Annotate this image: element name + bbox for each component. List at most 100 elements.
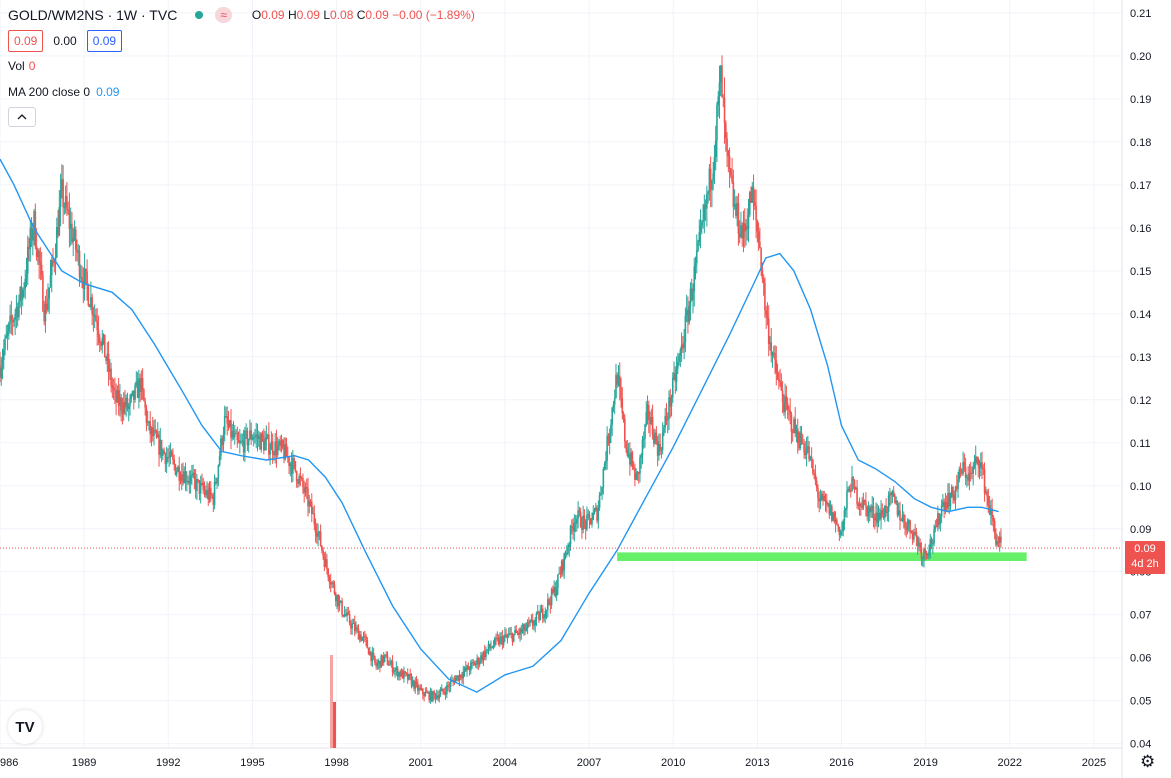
candle-body bbox=[767, 318, 770, 344]
candle-body bbox=[0, 365, 1, 378]
symbol-title[interactable]: GOLD/WM2NS · 1W · TVC bbox=[8, 7, 178, 23]
candle-body bbox=[160, 439, 163, 456]
candle-body bbox=[293, 458, 295, 462]
candle-body bbox=[728, 156, 731, 170]
candle-body bbox=[381, 655, 384, 663]
candle-body bbox=[801, 443, 804, 445]
candle-body bbox=[420, 688, 423, 690]
candle-body bbox=[539, 612, 542, 621]
price-axis[interactable]: 0.21 0.20 0.19 0.18 0.17 0.16 0.15 0.14 0.13 0.12… bbox=[1130, 8, 1151, 751]
candle-body bbox=[414, 681, 417, 689]
candle-body bbox=[549, 602, 552, 606]
candle-body bbox=[202, 483, 205, 490]
volume-legend[interactable]: Vol 0 bbox=[8, 57, 475, 75]
candle-body bbox=[87, 285, 90, 306]
candle-body bbox=[187, 480, 189, 482]
candle-body bbox=[899, 510, 901, 521]
candle-body bbox=[232, 430, 235, 438]
candle-body bbox=[230, 420, 232, 438]
candle-body bbox=[971, 472, 973, 474]
candle-body bbox=[309, 501, 312, 503]
candle-body bbox=[587, 513, 590, 516]
candle-body bbox=[612, 404, 615, 408]
price-label-value: 0.09 bbox=[1134, 543, 1156, 555]
candle-body bbox=[911, 532, 914, 540]
candle-body bbox=[121, 410, 124, 414]
candle-body bbox=[634, 467, 636, 480]
chevron-up-icon[interactable] bbox=[8, 107, 36, 127]
candle-body bbox=[411, 680, 414, 686]
candle-body bbox=[772, 352, 775, 355]
candle-body bbox=[752, 186, 755, 203]
candle-body bbox=[122, 402, 125, 414]
candle-body bbox=[950, 486, 953, 497]
candle-body bbox=[239, 441, 241, 443]
candle-body bbox=[828, 503, 831, 515]
candle-body bbox=[602, 469, 605, 488]
candle-body bbox=[188, 480, 191, 484]
candle-body bbox=[818, 497, 821, 502]
candle-body bbox=[183, 471, 186, 484]
candle-body bbox=[438, 694, 441, 699]
candle-body bbox=[112, 387, 115, 390]
candle-body bbox=[814, 474, 817, 481]
candle-body bbox=[389, 663, 391, 666]
candle-body bbox=[868, 506, 871, 513]
candle-body bbox=[379, 660, 381, 668]
candle-body bbox=[107, 353, 110, 372]
candle-body bbox=[704, 204, 707, 209]
tradingview-logo[interactable]: TV bbox=[8, 710, 42, 744]
candle-body bbox=[817, 487, 819, 498]
candle-body bbox=[533, 625, 535, 627]
candle-body bbox=[848, 488, 851, 492]
candle-body bbox=[432, 691, 434, 701]
candle-body bbox=[718, 82, 721, 97]
candle-body bbox=[297, 481, 299, 484]
candle-body bbox=[464, 667, 467, 671]
approx-icon[interactable]: ≈ bbox=[215, 7, 232, 23]
candle-body bbox=[173, 459, 175, 465]
candle-body bbox=[30, 227, 33, 241]
candle-body bbox=[745, 226, 747, 232]
candle-body bbox=[154, 430, 157, 432]
candle-body bbox=[312, 513, 314, 515]
ma-legend[interactable]: MA 200 close 0 0.09 bbox=[8, 83, 475, 101]
candle-body bbox=[884, 506, 886, 518]
candle-body bbox=[568, 544, 571, 548]
gear-icon[interactable]: ⚙ bbox=[1140, 752, 1156, 771]
candle-body bbox=[530, 619, 533, 621]
candle-body bbox=[540, 608, 543, 613]
candle-body bbox=[995, 532, 997, 545]
candle-body bbox=[783, 402, 785, 413]
candle-body bbox=[165, 456, 168, 465]
ask-button[interactable]: 0.09 bbox=[86, 30, 123, 52]
candle-body bbox=[906, 524, 909, 530]
bid-button[interactable]: 0.09 bbox=[8, 30, 44, 52]
candle-body bbox=[940, 505, 943, 517]
candle-body bbox=[517, 632, 520, 635]
candle-body bbox=[660, 449, 663, 451]
candle-body bbox=[399, 672, 401, 677]
candle-body bbox=[932, 543, 934, 545]
candle-body bbox=[156, 434, 159, 438]
time-axis[interactable]: 986 1989 1992 1995 1998 2001 2004 2007 2010 2013 2… bbox=[0, 757, 1106, 769]
x-tick-label: 1998 bbox=[324, 757, 348, 769]
candle-body bbox=[761, 270, 764, 279]
candle-body bbox=[748, 192, 751, 215]
market-status-icon[interactable] bbox=[195, 11, 204, 19]
candle-body bbox=[490, 647, 492, 649]
candle-body bbox=[967, 476, 969, 481]
candle-body bbox=[834, 519, 837, 523]
candle-body bbox=[910, 531, 913, 533]
candle-body bbox=[212, 496, 215, 505]
candle-body bbox=[92, 314, 95, 316]
candle-body bbox=[875, 512, 877, 521]
candle-body bbox=[985, 491, 987, 494]
candle-body bbox=[823, 495, 826, 501]
candle-body bbox=[962, 462, 964, 474]
candle-body bbox=[406, 673, 409, 680]
candle-body bbox=[885, 506, 887, 513]
candle-body bbox=[685, 309, 688, 316]
candle-body bbox=[196, 479, 198, 491]
